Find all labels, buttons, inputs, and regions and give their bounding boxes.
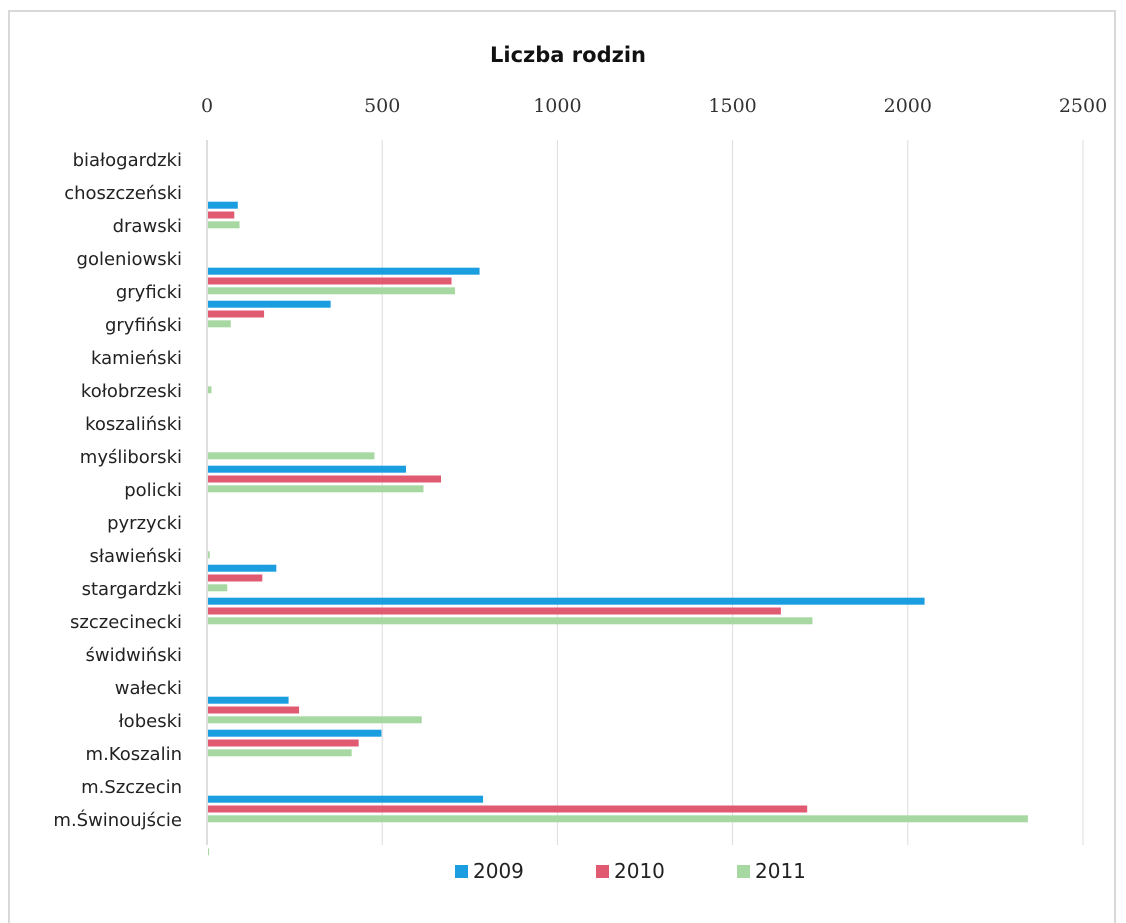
x-tick-label: 1500 [708, 95, 756, 117]
category-label: choszczeński [64, 183, 182, 204]
bar-2011-m.Szczecin [208, 815, 1028, 823]
bar-2011-pyrzycki [208, 551, 210, 559]
x-tick-label: 0 [201, 95, 213, 117]
bar-2010-sławieński [208, 574, 263, 582]
legend-label: 2010 [614, 859, 665, 883]
bar-2011-stargardzki [208, 617, 813, 625]
legend-label: 2011 [755, 859, 806, 883]
bar-2010-choszczeński [208, 211, 235, 219]
legend: 2009 2010 2011 [455, 859, 806, 883]
category-label: łobeski [119, 711, 182, 732]
category-label: świdwiński [86, 645, 182, 666]
bar-2010-stargardzki [208, 607, 781, 615]
bar-2011-m.Świnoujście [208, 848, 210, 856]
bar-2009-łobeski [208, 729, 382, 737]
category-label: białogardzki [73, 150, 182, 171]
bars [208, 201, 1028, 856]
bar-2009-wałecki [208, 696, 289, 704]
bar-2011-goleniowski [208, 287, 456, 295]
category-label: pyrzycki [107, 513, 182, 534]
bar-2011-wałecki [208, 716, 422, 724]
x-tick-label: 1000 [533, 95, 581, 117]
legend-swatch-2010 [596, 865, 609, 878]
bar-2009-goleniowski [208, 267, 480, 275]
bar-2009-choszczeński [208, 201, 238, 209]
category-label: drawski [113, 216, 182, 237]
bar-2009-gryficki [208, 300, 331, 308]
category-label: koszaliński [85, 414, 182, 435]
bar-2011-łobeski [208, 749, 352, 757]
bar-2010-łobeski [208, 739, 359, 747]
category-label: goleniowski [77, 249, 182, 270]
bar-2009-sławieński [208, 564, 277, 572]
category-labels: białogardzki choszczeński drawski goleniows… [53, 150, 182, 831]
x-axis-ticks: 0 500 1000 1500 2000 2500 [201, 95, 1107, 117]
category-label: m.Koszalin [86, 744, 182, 765]
x-tick-label: 2000 [884, 95, 932, 117]
category-label: gryficki [116, 282, 182, 303]
chart-title: Liczba rodzin [490, 43, 646, 67]
category-label: kołobrzeski [81, 381, 182, 402]
bar-2009-stargardzki [208, 597, 925, 605]
category-label: stargardzki [82, 579, 182, 600]
bar-2011-myśliborski [208, 485, 424, 493]
bar-2011-kamieński [208, 386, 212, 394]
grid-lines [206, 140, 1084, 845]
category-label: m.Świnoujście [53, 809, 182, 831]
legend-swatch-2009 [455, 865, 468, 878]
category-label: szczecinecki [70, 612, 182, 633]
category-label: myśliborski [80, 447, 182, 468]
category-label: wałecki [115, 678, 182, 699]
legend-label: 2009 [473, 859, 524, 883]
bar-2010-goleniowski [208, 277, 452, 285]
category-label: m.Szczecin [81, 777, 182, 798]
bar-2011-sławieński [208, 584, 228, 592]
x-tick-label: 2500 [1059, 95, 1107, 117]
bar-2010-wałecki [208, 706, 300, 714]
bar-2009-myśliborski [208, 465, 406, 473]
bar-2011-gryficki [208, 320, 231, 328]
category-label: kamieński [91, 348, 182, 369]
x-tick-label: 500 [364, 95, 400, 117]
bar-2011-choszczeński [208, 221, 240, 229]
bar-2010-m.Szczecin [208, 805, 808, 813]
bar-2010-myśliborski [208, 475, 442, 483]
bar-2009-m.Szczecin [208, 795, 484, 803]
chart-frame [8, 10, 1116, 923]
bar-2010-gryficki [208, 310, 265, 318]
legend-swatch-2011 [737, 865, 750, 878]
bar-2011-koszaliński [208, 452, 375, 460]
category-label: sławieński [89, 546, 182, 567]
category-label: policki [124, 480, 182, 501]
category-label: gryfiński [105, 315, 182, 336]
